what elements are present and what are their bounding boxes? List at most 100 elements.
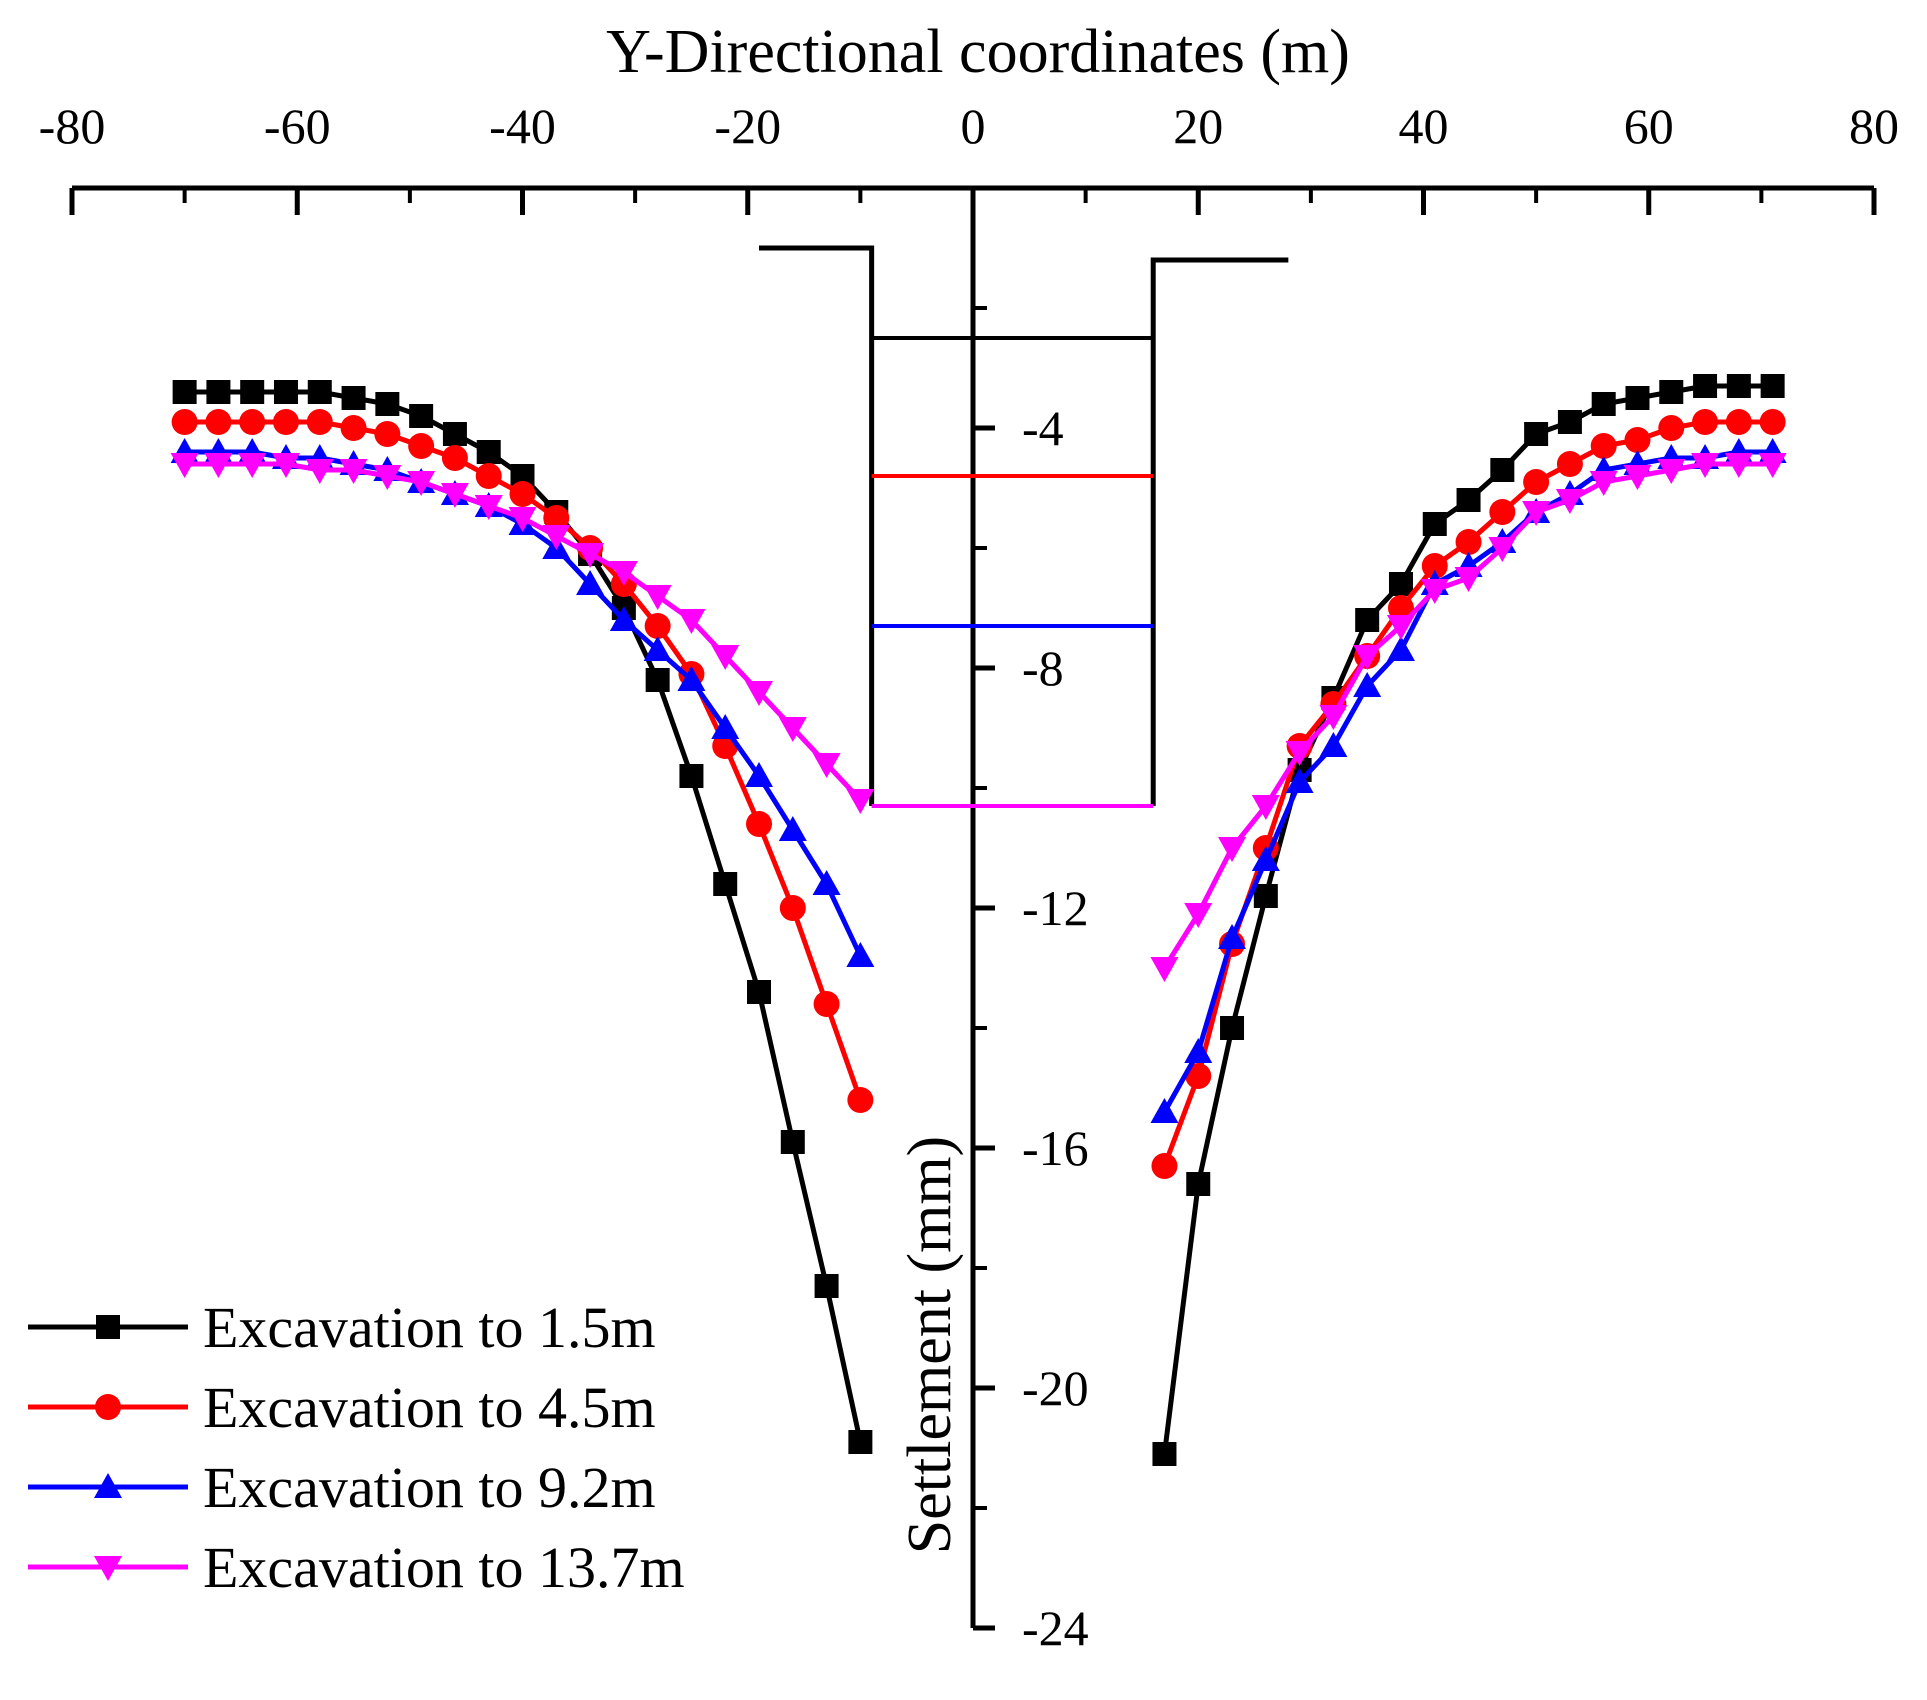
data-point: [1150, 957, 1179, 982]
legend-label: Excavation to 13.7m: [203, 1535, 685, 1600]
data-point: [745, 762, 774, 787]
data-point: [373, 465, 402, 490]
data-point: [679, 764, 704, 788]
data-point: [711, 714, 740, 739]
y-tick-label: -8: [1022, 640, 1064, 696]
series-line-left: [184, 389, 863, 1443]
data-point: [576, 543, 605, 568]
data-point: [747, 980, 772, 1004]
data-point: [1387, 595, 1414, 621]
data-point: [543, 505, 570, 531]
data-point: [441, 445, 468, 471]
data-point: [1758, 453, 1787, 478]
data-point: [1590, 433, 1617, 459]
y-tick-label: -12: [1022, 880, 1089, 936]
data-point: [475, 463, 502, 489]
data-point: [1557, 410, 1582, 434]
data-point: [476, 440, 501, 464]
x-tick-label: -40: [489, 98, 556, 154]
data-point: [1220, 1016, 1245, 1040]
data-point: [812, 870, 841, 895]
data-point: [1759, 409, 1786, 435]
x-tick-label: 60: [1624, 98, 1674, 154]
data-point: [339, 459, 368, 484]
legend-marker: [96, 1315, 120, 1339]
data-point: [846, 942, 875, 967]
legend-marker: [94, 1473, 122, 1498]
data-point: [271, 453, 300, 478]
legend-marker: [94, 1556, 122, 1581]
data-point: [1692, 409, 1719, 435]
data-point: [1625, 386, 1650, 410]
y-tick-label: -4: [1022, 400, 1064, 456]
data-point: [1591, 392, 1616, 416]
data-point: [238, 453, 267, 478]
data-point: [442, 422, 467, 446]
data-point: [1693, 374, 1718, 398]
data-point: [1523, 469, 1550, 495]
data-point: [644, 613, 671, 639]
data-point: [340, 415, 367, 441]
data-point: [813, 991, 840, 1017]
data-point: [440, 483, 469, 508]
data-point: [1726, 374, 1751, 398]
data-point: [1623, 465, 1652, 490]
data-point: [1353, 672, 1382, 697]
data-point: [1456, 488, 1481, 512]
x-tick-label: 20: [1173, 98, 1223, 154]
data-point: [778, 816, 807, 841]
data-point: [779, 895, 806, 921]
data-point: [1421, 553, 1448, 579]
y-axis: -4 -8 -12 -16 -20 -24: [970, 188, 1089, 1656]
data-point: [1490, 458, 1515, 482]
data-point: [1319, 705, 1348, 730]
data-point: [272, 409, 299, 435]
y-axis-title: Settlement (mm): [896, 1136, 964, 1554]
data-point: [645, 668, 670, 692]
data-point: [780, 1130, 805, 1154]
data-point: [205, 409, 232, 435]
data-point: [1386, 615, 1415, 640]
series-excavation-to-13-7m: [170, 453, 1787, 982]
x-tick-label: -80: [39, 98, 106, 154]
data-point: [609, 561, 638, 586]
legend: Excavation to 1.5m Excavation to 4.5m Exca…: [28, 1295, 685, 1600]
data-point: [1489, 499, 1516, 525]
data-point: [508, 507, 537, 532]
data-point: [1454, 567, 1483, 592]
data-point: [1420, 579, 1449, 604]
data-point: [1386, 636, 1415, 661]
data-point: [171, 409, 198, 435]
data-point: [409, 404, 434, 428]
data-point: [677, 666, 706, 691]
data-point: [307, 380, 332, 404]
data-point: [1760, 374, 1785, 398]
data-point: [374, 421, 401, 447]
data-point: [814, 1274, 839, 1298]
legend-label: Excavation to 4.5m: [203, 1375, 656, 1440]
data-point: [1184, 903, 1213, 928]
data-point: [713, 872, 738, 896]
data-point: [1355, 608, 1380, 632]
data-point: [375, 392, 400, 416]
data-point: [1150, 1098, 1179, 1123]
data-point: [1658, 415, 1685, 441]
legend-label: Excavation to 9.2m: [203, 1455, 656, 1520]
y-tick-label: -24: [1022, 1600, 1089, 1656]
data-point: [1218, 924, 1247, 949]
x-tick-label: -60: [264, 98, 331, 154]
data-point: [643, 585, 672, 610]
y-tick-label: -16: [1022, 1120, 1089, 1176]
data-point: [778, 717, 807, 742]
x-tick-label: -20: [714, 98, 781, 154]
data-point: [1184, 1038, 1213, 1063]
data-point: [847, 1087, 874, 1113]
legend-marker: [95, 1394, 121, 1420]
data-point: [711, 645, 740, 670]
x-tick-label: 0: [961, 98, 986, 154]
data-point: [1422, 512, 1447, 536]
data-point: [1186, 1172, 1211, 1196]
x-tick-label: 40: [1399, 98, 1449, 154]
data-point: [172, 380, 197, 404]
